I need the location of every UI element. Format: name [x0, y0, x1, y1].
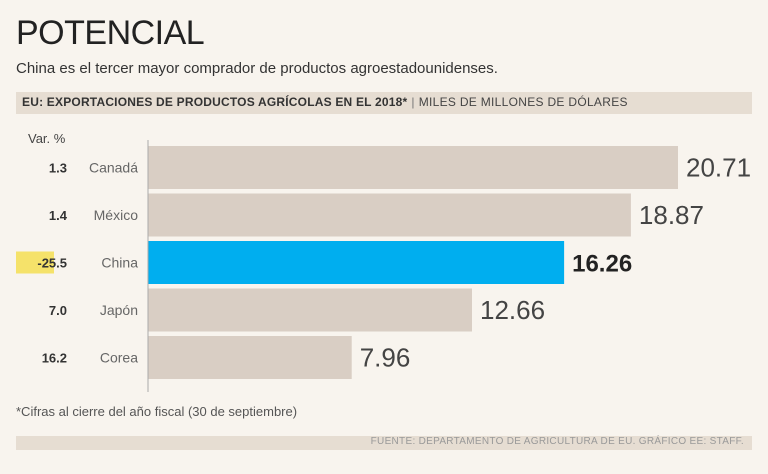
source-band: FUENTE: DEPARTAMENTO DE AGRICULTURA DE E…	[16, 436, 752, 450]
category-label: Corea	[100, 350, 138, 366]
bar	[148, 336, 352, 379]
bar	[148, 193, 631, 237]
chart-title: POTENCIAL	[16, 14, 205, 52]
var-pct-label: 7.0	[49, 303, 67, 318]
category-label: México	[94, 207, 139, 223]
footnote: *Cifras al cierre del año fiscal (30 de …	[16, 404, 298, 419]
chart-header-title: EU: EXPORTACIONES DE PRODUCTOS AGRÍCOLAS…	[22, 95, 408, 109]
bar	[148, 288, 472, 332]
value-label: 18.87	[639, 200, 704, 230]
var-pct-column-title: Var. %	[28, 131, 66, 146]
header-separator: |	[411, 95, 415, 109]
value-label: 16.26	[572, 251, 632, 278]
var-pct-label: 1.3	[49, 161, 67, 176]
chart-units: MILES DE MILLONES DE DÓLARES	[418, 95, 628, 109]
var-pct-label: 16.2	[42, 351, 67, 366]
category-label: China	[101, 255, 138, 271]
bar	[148, 241, 565, 284]
chart-subtitle: China es el tercer mayor comprador de pr…	[16, 60, 498, 77]
category-label: Japón	[100, 302, 138, 318]
highlight-var-marker	[16, 251, 54, 274]
bar	[148, 146, 678, 189]
var-pct-label: -25.5	[37, 256, 67, 271]
value-label: 7.96	[360, 343, 411, 373]
var-pct-label: 1.4	[49, 208, 68, 223]
chart-header-band: EU: EXPORTACIONES DE PRODUCTOS AGRÍCOLAS…	[16, 92, 752, 114]
category-label: Canadá	[89, 160, 138, 176]
value-label: 20.71	[686, 153, 751, 183]
value-label: 12.66	[480, 295, 545, 325]
source-credit: FUENTE: DEPARTAMENTO DE AGRICULTURA DE E…	[370, 436, 744, 447]
chart-header: EU: EXPORTACIONES DE PRODUCTOS AGRÍCOLAS…	[22, 95, 628, 109]
